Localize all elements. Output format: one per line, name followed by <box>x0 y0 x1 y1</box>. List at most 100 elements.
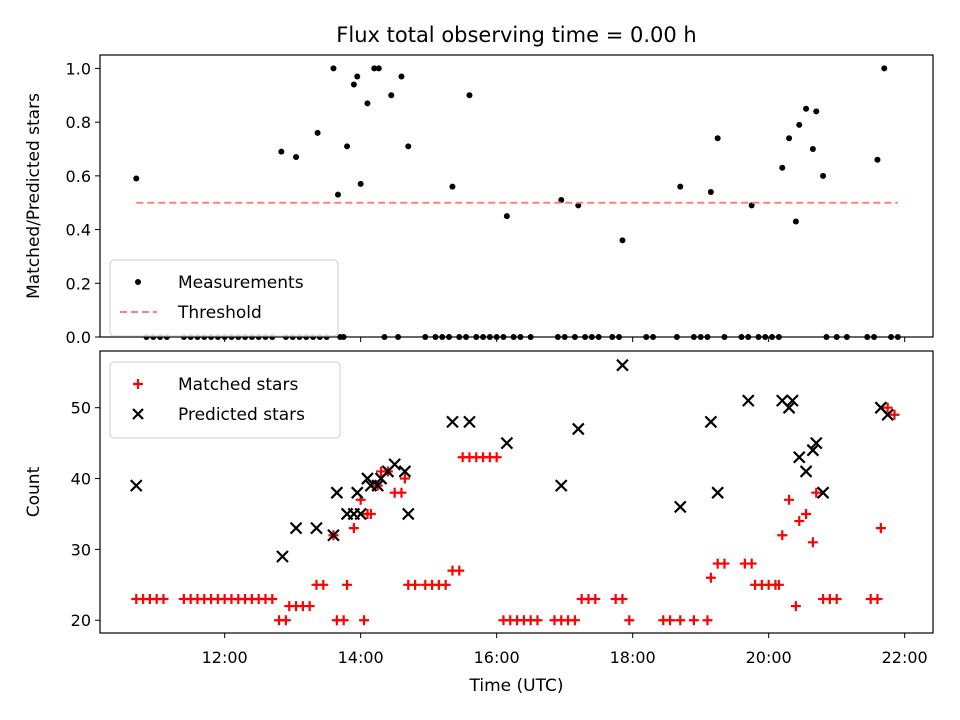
bottom-legend-label: Matched stars <box>178 375 298 395</box>
bottom-ytick-label: 40 <box>71 470 91 489</box>
measurement-point <box>371 65 378 72</box>
measurement-point <box>833 334 840 340</box>
measurement-point <box>480 334 487 340</box>
measurement-point <box>466 92 473 99</box>
bottom-ytick-label: 20 <box>71 611 91 630</box>
measurement-point <box>871 334 878 340</box>
matched-star-point <box>280 615 291 626</box>
top-ytick-label: 0.8 <box>66 113 91 132</box>
matched-star-point <box>790 601 801 612</box>
matched-star-point <box>882 402 893 413</box>
matched-star-point <box>746 558 757 569</box>
measurement-point <box>803 105 810 112</box>
measurement-point <box>278 148 285 155</box>
matched-star-point <box>807 537 818 548</box>
matched-star-point <box>801 508 812 519</box>
predicted-star-point <box>330 486 344 499</box>
chart-title: Flux total observing time = 0.00 h <box>336 23 696 47</box>
measurement-point <box>888 334 895 340</box>
measurement-point <box>527 334 534 340</box>
measurement-point <box>738 334 745 340</box>
predicted-star-point <box>711 486 724 499</box>
predicted-star-point <box>388 458 401 471</box>
measurement-point <box>344 143 351 150</box>
measurement-point <box>503 213 510 220</box>
measurement-point <box>375 65 382 72</box>
predicted-star-point <box>361 472 374 485</box>
bottom-xtick-label: 12:00 <box>202 648 248 667</box>
bottom-xtick-label: 14:00 <box>338 648 384 667</box>
matched-star-point <box>617 593 628 604</box>
matched-star-point <box>872 593 883 604</box>
measurement-point <box>588 334 595 340</box>
measurement-point <box>864 334 871 340</box>
predicted-star-point <box>571 422 585 436</box>
predicted-star-point <box>289 521 303 535</box>
measurement-point <box>558 197 565 204</box>
measurement-point <box>796 121 803 128</box>
measurement-point <box>463 334 470 340</box>
matched-star-point <box>410 579 421 590</box>
measurement-point <box>486 334 493 340</box>
measurement-point <box>493 334 500 340</box>
bottom-ytick-label: 30 <box>71 540 91 559</box>
measurement-point <box>769 334 776 340</box>
matched-star-point <box>454 565 465 576</box>
bottom-xtick-label: 18:00 <box>610 648 656 667</box>
top-legend-label: Measurements <box>178 273 304 293</box>
matched-star-point <box>773 579 784 590</box>
top-ytick-label: 0.0 <box>66 328 91 347</box>
measurement-point <box>381 334 388 340</box>
measurement-point <box>571 334 578 340</box>
measurement-point <box>881 65 888 72</box>
measurement-point <box>388 92 395 99</box>
predicted-star-point <box>446 415 459 429</box>
predicted-star-point <box>616 358 629 372</box>
measurement-point <box>439 334 446 340</box>
predicted-star-point <box>129 479 143 492</box>
measurement-point <box>405 143 412 150</box>
predicted-star-point <box>673 500 687 514</box>
measurement-point <box>561 334 568 340</box>
bottom-xtick-label: 16:00 <box>474 648 520 667</box>
matched-star-point <box>889 409 900 420</box>
matched-star-point <box>440 579 451 590</box>
measurement-point <box>364 100 371 107</box>
measurement-point <box>619 237 626 244</box>
matched-star-point <box>158 593 169 604</box>
measurement-point <box>690 334 697 340</box>
measurement-point <box>762 334 769 340</box>
top-ytick-label: 0.6 <box>66 167 91 186</box>
measurement-point <box>500 334 507 340</box>
measurement-point <box>350 81 357 88</box>
measurement-point <box>707 188 714 195</box>
top-legend-label: Threshold <box>177 303 262 323</box>
measurement-point <box>422 334 429 340</box>
predicted-star-point <box>554 479 568 492</box>
predicted-star-point <box>881 408 894 422</box>
measurement-point <box>820 172 827 179</box>
measurement-point <box>643 334 650 340</box>
matched-star-point <box>675 615 686 626</box>
measurement-point <box>432 334 439 340</box>
top-ytick-label: 0.2 <box>66 274 91 293</box>
measurement-point <box>650 334 657 340</box>
measurement-point <box>517 334 524 340</box>
predicted-star-point <box>463 415 476 429</box>
measurement-point <box>874 156 881 163</box>
matched-star-point <box>875 523 886 534</box>
matched-star-point <box>338 615 349 626</box>
measurement-point <box>704 334 711 340</box>
predicted-star-point <box>354 507 367 521</box>
measurement-point <box>398 73 405 80</box>
measurement-point <box>456 334 463 340</box>
measurement-point <box>745 334 752 340</box>
matched-star-point <box>304 601 315 612</box>
measurement-point <box>595 334 602 340</box>
matched-star-point <box>705 572 716 583</box>
bottom-xtick-label: 22:00 <box>882 648 928 667</box>
predicted-star-point <box>799 465 813 478</box>
predicted-star-point <box>809 436 823 450</box>
measurement-point <box>616 334 623 340</box>
